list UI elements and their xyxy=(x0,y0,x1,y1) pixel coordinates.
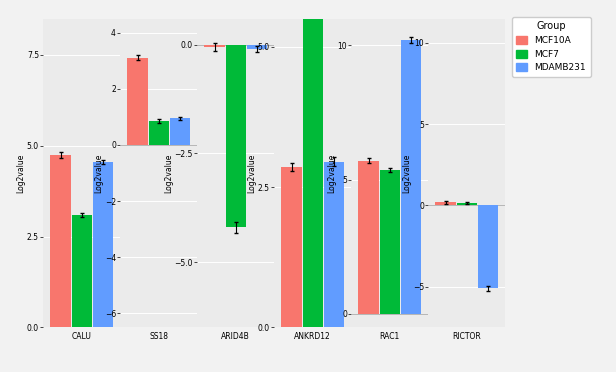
Bar xyxy=(477,205,498,288)
Bar xyxy=(169,118,190,145)
Y-axis label: Log2value: Log2value xyxy=(327,153,336,193)
Bar xyxy=(359,161,379,314)
Bar xyxy=(148,121,169,145)
Y-axis label: Log2value: Log2value xyxy=(402,153,411,193)
Legend: MCF10A, MCF7, MDAMB231: MCF10A, MCF7, MDAMB231 xyxy=(512,17,591,77)
Y-axis label: Log2value: Log2value xyxy=(248,153,256,193)
Bar xyxy=(379,170,400,314)
Bar xyxy=(225,45,246,227)
Bar xyxy=(51,155,71,327)
Bar xyxy=(282,167,302,327)
Bar xyxy=(246,45,267,49)
Bar xyxy=(302,0,323,327)
Bar xyxy=(71,215,92,327)
Bar xyxy=(400,40,421,314)
Bar xyxy=(92,162,113,327)
Bar xyxy=(128,58,148,145)
Y-axis label: Log2value: Log2value xyxy=(17,153,25,193)
Bar xyxy=(205,45,225,47)
Bar xyxy=(456,203,477,205)
Bar xyxy=(323,162,344,327)
Y-axis label: Log2value: Log2value xyxy=(94,153,103,193)
Y-axis label: Log2value: Log2value xyxy=(164,153,173,193)
Bar xyxy=(436,202,456,205)
